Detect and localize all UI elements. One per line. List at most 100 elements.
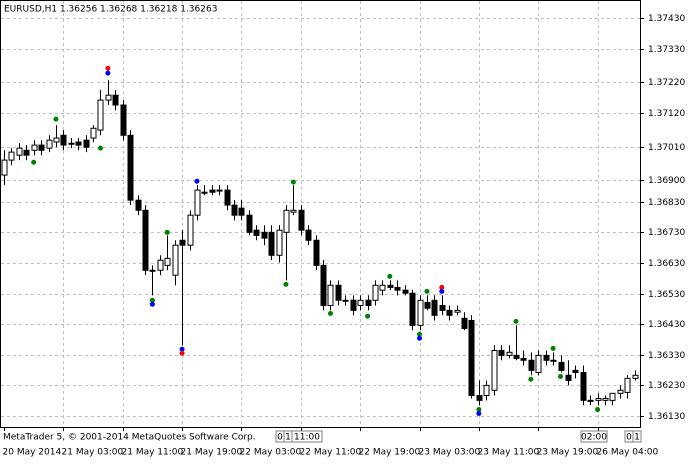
y-tick-label: 1.36530: [648, 290, 685, 300]
y-tick-label: 1.36430: [648, 320, 685, 330]
x-tick-label: 20 May 2014: [3, 448, 62, 458]
candle-body: [120, 104, 127, 136]
candle-body: [439, 304, 446, 311]
candle-body: [75, 141, 82, 146]
x-tick-label: 22 May 19:00: [359, 448, 421, 458]
candle-body: [261, 231, 268, 239]
candle-body: [201, 191, 208, 194]
candle-body: [1, 159, 8, 176]
candle-body: [112, 94, 119, 106]
candle-body: [172, 244, 179, 276]
signal-dot: [417, 331, 423, 337]
signal-dot: [149, 297, 155, 303]
candle-body: [283, 209, 290, 233]
signal-dot: [387, 273, 393, 279]
candle-body: [558, 361, 565, 371]
signal-dot: [417, 335, 423, 341]
signal-dot: [327, 310, 333, 316]
signal-dot: [53, 116, 59, 122]
tag-label: 0: [277, 433, 283, 443]
signal-dot: [365, 313, 371, 319]
tag-label: 1: [285, 433, 291, 443]
candle-body: [268, 231, 275, 256]
candle-body: [461, 317, 468, 329]
candle-body: [535, 354, 542, 374]
signal-dot: [164, 229, 170, 235]
candle-body: [454, 309, 461, 313]
candle-body: [68, 142, 75, 145]
candle-body: [216, 189, 223, 192]
candle-body: [97, 99, 104, 131]
x-tick-label: 23 May 03:00: [419, 448, 481, 458]
candle-body: [83, 139, 90, 148]
y-tick-label: 1.36900: [648, 176, 685, 186]
x-tick-label: 21 May 11:00: [122, 448, 184, 458]
signal-dot: [476, 411, 482, 417]
candle-body: [365, 299, 372, 306]
candle-body: [290, 209, 297, 213]
signal-dot: [97, 145, 103, 151]
candle-body: [409, 292, 416, 326]
signal-dot: [558, 373, 563, 379]
candle-body: [60, 134, 67, 146]
y-tick-label: 1.36830: [648, 198, 685, 208]
signal-dot: [550, 345, 556, 351]
y-tick-label: 1.37330: [648, 45, 685, 55]
signal-dot: [149, 301, 155, 307]
candle-body: [127, 134, 134, 201]
candle-body: [179, 239, 186, 246]
candle-body: [565, 374, 572, 381]
candle-body: [253, 229, 260, 236]
candle-body: [342, 299, 349, 302]
signal-dot: [179, 350, 185, 356]
tag-box: [291, 430, 323, 443]
signal-dot: [439, 284, 445, 290]
signal-dot: [290, 179, 296, 185]
signal-dot: [513, 318, 519, 324]
candle-body: [520, 357, 527, 361]
candle-body: [602, 398, 609, 401]
candle-body: [238, 207, 245, 216]
signal-dot: [194, 178, 200, 184]
signal-dot: [424, 288, 430, 294]
candle-body: [394, 286, 401, 291]
candle-body: [38, 144, 45, 151]
candle-body: [572, 369, 579, 374]
candle-body: [424, 301, 431, 309]
candle-body: [194, 189, 201, 216]
signal-dot: [105, 65, 111, 71]
y-tick-label: 1.36330: [648, 351, 685, 361]
candle-body: [105, 94, 112, 101]
tag-box: [632, 430, 642, 443]
x-tick-label: 21 May 03:00: [62, 448, 124, 458]
x-tick-label: 26 May 04:00: [597, 448, 659, 458]
y-tick-label: 1.36730: [648, 228, 685, 238]
tag-label: 0: [626, 433, 632, 443]
signal-dot: [528, 376, 534, 382]
candle-body: [528, 359, 535, 371]
candle-body: [446, 309, 453, 316]
candle-body: [357, 299, 364, 306]
y-tick-label: 1.36130: [648, 412, 685, 422]
x-tick-label: 23 May 19:00: [537, 448, 599, 458]
candle-body: [16, 147, 23, 156]
candle-body: [587, 399, 594, 402]
signal-dot: [283, 281, 289, 287]
candle-body: [468, 319, 475, 396]
tag-label: 11:00: [294, 433, 320, 443]
candle-body: [23, 149, 30, 156]
tag-label: 1: [634, 433, 640, 443]
candle-body: [320, 264, 327, 306]
candle-body: [209, 189, 216, 193]
candle-body: [387, 284, 394, 288]
candle-body: [149, 269, 156, 272]
candle-body: [187, 214, 194, 246]
signal-dot: [476, 407, 482, 413]
signal-dot: [439, 288, 445, 294]
candle-body: [46, 139, 53, 149]
plot-frame: [0, 0, 641, 428]
candle-body: [379, 284, 386, 291]
signal-dot: [105, 70, 111, 76]
candle-body: [402, 289, 409, 294]
